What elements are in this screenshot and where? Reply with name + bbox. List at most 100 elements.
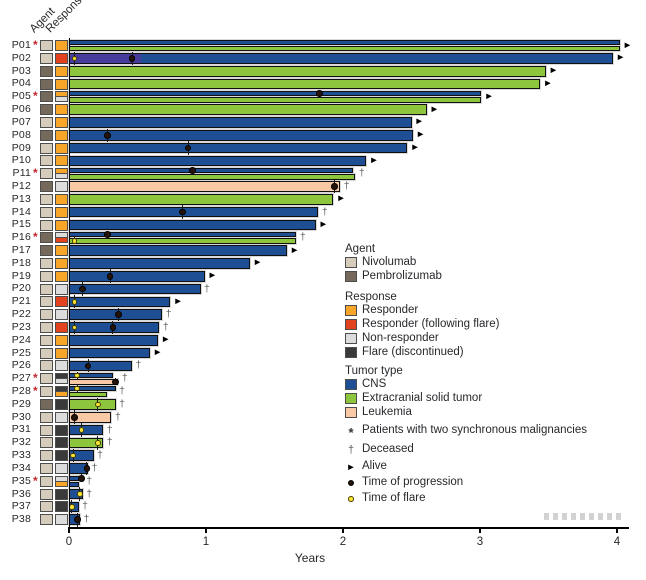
x-tick-label: 4 <box>613 536 621 548</box>
tumor-bar-cns <box>69 219 316 231</box>
patient-label: P27 <box>11 372 31 385</box>
tumor-bar-extracranial <box>69 399 116 410</box>
deceased-dagger: † <box>165 308 172 321</box>
flare-dot <box>70 452 76 459</box>
response-swatch-half <box>55 481 68 487</box>
progression-dot <box>106 272 114 280</box>
response-swatch <box>55 322 68 334</box>
legend-title-agent: Agent <box>345 243 376 255</box>
legend-label-flare_disc: Flare (discontinued) <box>362 346 464 358</box>
response-swatch-half <box>55 475 68 482</box>
two-synchronous-asterisk: * <box>33 166 38 181</box>
bar-segment <box>70 54 142 63</box>
progression-dot <box>316 90 323 98</box>
legend-title-tumor: Tumor type <box>345 365 403 377</box>
tumor-bar-cns <box>69 206 319 218</box>
agent-swatch <box>40 373 53 385</box>
agent-swatch <box>40 462 53 474</box>
two-synchronous-asterisk: * <box>33 473 38 488</box>
legend-swatch-leukemia <box>345 407 357 418</box>
response-swatch-half <box>55 392 68 398</box>
patient-label: P33 <box>11 449 31 462</box>
agent-swatch <box>40 309 53 321</box>
tumor-bar-cns <box>69 424 104 436</box>
progression-dot <box>179 208 186 216</box>
agent-swatch <box>40 283 53 295</box>
patient-label: P37 <box>11 500 31 513</box>
tumor-bar-cns <box>69 347 150 359</box>
deceased-dagger: † <box>119 385 125 398</box>
flare-dot <box>78 427 85 433</box>
patient-label: P10 <box>11 154 31 167</box>
legend-swatch-cns <box>345 379 357 390</box>
agent-swatch <box>40 65 53 77</box>
alive-arrow: ► <box>414 116 424 128</box>
patient-label: P26 <box>11 359 31 372</box>
alive-arrow: ► <box>543 78 553 90</box>
agent-swatch <box>40 424 53 436</box>
response-swatch <box>55 40 68 52</box>
agent-swatch <box>40 52 53 64</box>
agent-swatch <box>40 270 53 282</box>
response-swatch-split <box>55 91 68 103</box>
patient-label: P32 <box>11 436 31 449</box>
patient-label: P29 <box>11 397 31 410</box>
tumor-bar-cns <box>69 130 413 141</box>
agent-swatch <box>40 347 53 359</box>
progression-dot <box>104 132 111 139</box>
progression-dot <box>109 324 117 331</box>
tumor-bar-cns <box>69 283 201 295</box>
response-swatch-split <box>55 373 68 385</box>
deceased-dagger: † <box>97 449 103 462</box>
legend-swatch-flare_disc <box>345 347 357 358</box>
patient-label: P23 <box>11 320 31 333</box>
alive-arrow: ► <box>415 129 426 141</box>
two-synchronous-asterisk: * <box>33 371 38 386</box>
flare-dot <box>94 401 101 408</box>
response-swatch <box>55 219 68 231</box>
response-swatch <box>55 257 68 269</box>
agent-swatch <box>40 193 53 205</box>
response-swatch-half <box>55 386 68 393</box>
alive-arrow: ► <box>615 52 626 64</box>
response-swatch <box>55 283 68 295</box>
alive-arrow: ► <box>207 270 218 282</box>
x-tick <box>479 527 481 533</box>
response-swatch <box>55 488 68 500</box>
legend-symbol-label-progression: Time of progression <box>362 476 464 488</box>
tumor-bar-extracranial <box>69 78 541 90</box>
patient-label: P05 <box>11 90 31 103</box>
tumor-bar-cns <box>69 155 367 167</box>
deceased-dagger: † <box>82 500 88 513</box>
agent-swatch <box>40 501 53 513</box>
legend-symbol-label-dagger: Deceased <box>362 443 414 455</box>
flare-dot <box>71 55 78 62</box>
progression-dot <box>184 144 192 152</box>
agent-swatch <box>40 475 53 487</box>
legend-label-responder: Responder <box>362 304 419 316</box>
patient-label: P30 <box>11 410 31 423</box>
patient-label: P36 <box>11 487 31 500</box>
legend-symbol-label-arrow: Alive <box>362 460 387 472</box>
patient-label: P21 <box>11 295 31 308</box>
two-synchronous-asterisk: * <box>33 384 38 399</box>
patient-label: P08 <box>11 128 31 141</box>
agent-swatch <box>40 398 53 410</box>
deceased-dagger: † <box>114 410 121 423</box>
alive-arrow: ► <box>548 65 559 77</box>
agent-swatch <box>40 488 53 500</box>
response-swatch <box>55 52 68 64</box>
flare-dot <box>74 385 80 392</box>
agent-swatch <box>40 155 53 167</box>
agent-swatch <box>40 450 53 462</box>
patient-label: P18 <box>11 256 31 269</box>
flare-dot <box>94 440 101 446</box>
deceased-dagger: † <box>106 436 113 449</box>
progression-dot <box>78 474 85 482</box>
tumor-bar-cns <box>69 142 408 154</box>
x-tick-label: 0 <box>65 536 73 548</box>
tumor-bar-leukemia <box>69 181 341 192</box>
two-synchronous-asterisk: * <box>33 89 38 104</box>
response-swatch <box>55 129 68 141</box>
